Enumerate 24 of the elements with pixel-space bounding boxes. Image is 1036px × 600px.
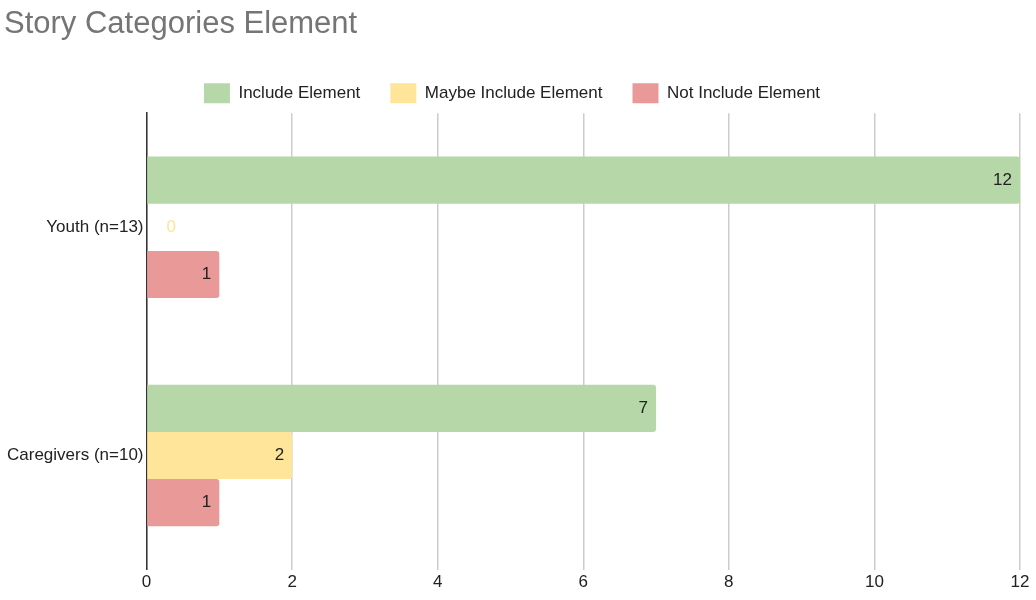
legend-label: Maybe Include Element <box>424 82 603 102</box>
x-tick-label: 8 <box>724 572 734 592</box>
data-label: 1 <box>201 264 212 284</box>
data-label: 12 <box>993 169 1012 189</box>
x-tick-label: 6 <box>578 572 588 592</box>
legend-label: Include Element <box>238 82 361 102</box>
x-tick-label: 4 <box>432 572 443 592</box>
chart-title: Story Categories Element <box>4 5 358 41</box>
x-tick-label: 2 <box>287 572 297 592</box>
y-tick-label: Youth (n=13) <box>46 216 144 236</box>
bar <box>147 479 220 527</box>
bar <box>147 384 657 432</box>
bar <box>147 250 220 299</box>
x-tick-label: 12 <box>1010 572 1030 592</box>
x-tick-label: 0 <box>141 572 152 592</box>
x-tick-label: 10 <box>864 572 884 592</box>
data-label: 2 <box>274 445 285 465</box>
legend-label: Not Include Element <box>666 82 821 102</box>
bar <box>147 156 1020 204</box>
data-label: 0 <box>166 216 176 236</box>
y-tick-label: Caregivers (n=10) <box>7 445 144 465</box>
bar <box>147 431 293 480</box>
data-label: 7 <box>638 398 649 418</box>
data-label: 1 <box>201 492 212 512</box>
